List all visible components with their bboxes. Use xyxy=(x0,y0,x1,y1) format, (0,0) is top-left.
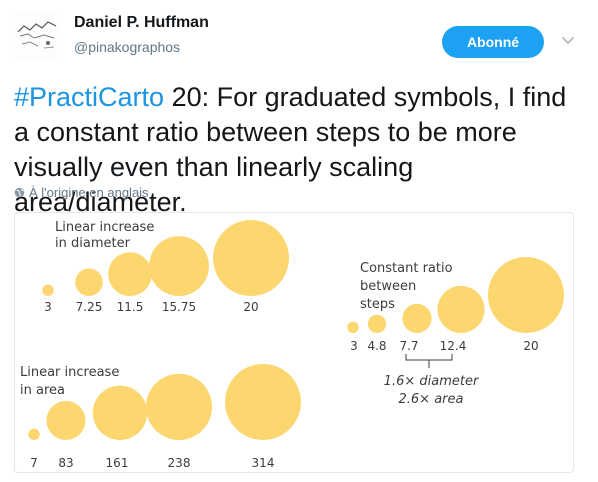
ratio-note-line: 2.6× area xyxy=(399,392,464,407)
group-title-line: in diameter xyxy=(55,236,131,251)
symbol-value-label: 20 xyxy=(243,300,258,314)
symbol-value-label: 4.8 xyxy=(367,339,386,353)
symbol-value-label: 161 xyxy=(106,456,129,470)
graduated-symbol xyxy=(92,385,148,440)
hashtag-link[interactable]: #PractiCarto xyxy=(14,82,165,112)
tweet-media-image[interactable]: Linear increase in diameter 3 7.25 11.5 15.75… xyxy=(14,212,574,473)
graduated-symbol xyxy=(488,257,564,333)
tweet-body: 20: For graduated symbols, I find a cons… xyxy=(14,82,567,217)
graduated-symbol xyxy=(145,373,213,440)
graduated-symbol xyxy=(402,303,432,333)
graduated-symbol xyxy=(225,364,301,440)
author-display-name[interactable]: Daniel P. Huffman xyxy=(74,14,209,31)
group-title-line: Linear increase xyxy=(55,220,154,235)
group-title-line: Linear increase xyxy=(20,365,119,380)
follow-button[interactable]: Abonné xyxy=(442,26,544,58)
graduated-symbol xyxy=(108,252,152,296)
symbol-value-label: 7.7 xyxy=(399,339,418,353)
tweet-text: #PractiCarto 20: For graduated symbols, … xyxy=(14,80,586,220)
graduated-symbol xyxy=(28,428,40,440)
bracket-mark xyxy=(405,354,453,368)
group-title-line: in area xyxy=(20,383,65,398)
chevron-down-icon[interactable] xyxy=(560,32,576,48)
translate-label: À l'origine en anglais xyxy=(29,185,149,200)
symbol-value-label: 3 xyxy=(350,339,358,353)
graduated-symbol xyxy=(347,321,359,333)
symbol-value-label: 7 xyxy=(30,456,38,470)
symbol-value-label: 20 xyxy=(523,339,538,353)
graduated-symbol xyxy=(42,284,54,296)
symbol-value-label: 3 xyxy=(44,300,52,314)
group-title-line: steps xyxy=(360,297,395,312)
group-constant-ratio: Constant ratio between steps 3 4.8 7.7 12.4 20 1… xyxy=(347,257,564,407)
symbol-value-label: 11.5 xyxy=(117,300,144,314)
graduated-symbol xyxy=(149,236,209,296)
symbol-value-label: 15.75 xyxy=(162,300,196,314)
graduated-symbol xyxy=(367,314,387,333)
globe-icon xyxy=(14,187,25,198)
symbol-value-label: 83 xyxy=(58,456,73,470)
group-title-line: Constant ratio xyxy=(360,261,453,276)
symbol-value-label: 7.25 xyxy=(76,300,103,314)
avatar[interactable] xyxy=(14,12,62,60)
graduated-symbol xyxy=(46,400,86,440)
avatar-sketch-image xyxy=(14,12,62,60)
group-title-line: between xyxy=(360,279,416,294)
translate-link[interactable]: À l'origine en anglais xyxy=(14,185,149,200)
symbol-value-label: 12.4 xyxy=(440,339,467,353)
group-linear-area: Linear increase in area 7 83 161 238 314 xyxy=(20,364,301,470)
graduated-symbol xyxy=(213,220,289,296)
author-handle[interactable]: @pinakographos xyxy=(74,39,181,55)
graduated-symbol xyxy=(437,285,485,333)
graduated-symbol xyxy=(75,268,103,296)
symbol-value-label: 238 xyxy=(168,456,191,470)
ratio-note-line: 1.6× diameter xyxy=(384,374,480,389)
symbol-value-label: 314 xyxy=(252,456,275,470)
